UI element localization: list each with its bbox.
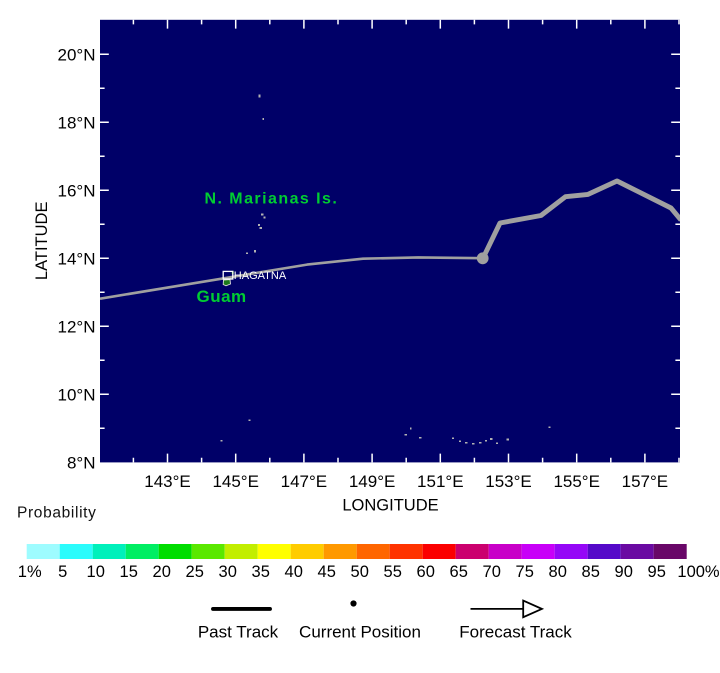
svg-text:151°E: 151°E (417, 472, 464, 491)
svg-text:Guam: Guam (197, 287, 247, 306)
svg-text:18°N: 18°N (58, 113, 96, 132)
svg-text:40: 40 (285, 563, 303, 581)
svg-text:157°E: 157°E (622, 472, 669, 491)
svg-text:95: 95 (648, 563, 666, 581)
svg-text:85: 85 (582, 563, 600, 581)
svg-text:75: 75 (516, 563, 534, 581)
svg-text:Past Track: Past Track (198, 623, 279, 642)
svg-text:10: 10 (87, 563, 105, 581)
svg-text:55: 55 (384, 563, 402, 581)
svg-text:147°E: 147°E (281, 472, 328, 491)
svg-text:15: 15 (120, 563, 138, 581)
svg-text:65: 65 (450, 563, 468, 581)
svg-text:143°E: 143°E (144, 472, 191, 491)
svg-text:50: 50 (351, 563, 369, 581)
svg-text:16°N: 16°N (58, 181, 96, 200)
svg-text:155°E: 155°E (553, 472, 600, 491)
svg-text:153°E: 153°E (485, 472, 532, 491)
svg-text:60: 60 (417, 563, 435, 581)
svg-text:100%: 100% (677, 563, 720, 581)
svg-text:45: 45 (318, 563, 336, 581)
svg-text:149°E: 149°E (349, 472, 396, 491)
svg-text:145°E: 145°E (212, 472, 259, 491)
svg-text:8°N: 8°N (67, 453, 96, 472)
svg-text:14°N: 14°N (58, 249, 96, 268)
svg-text:20°N: 20°N (58, 45, 96, 64)
svg-text:70: 70 (483, 563, 501, 581)
svg-text:10°N: 10°N (58, 385, 96, 404)
svg-text:N. Marianas Is.: N. Marianas Is. (205, 190, 339, 207)
svg-text:20: 20 (153, 563, 171, 581)
svg-text:90: 90 (615, 563, 633, 581)
svg-text:5: 5 (58, 563, 67, 581)
svg-text:Probability: Probability (17, 505, 97, 522)
svg-text:80: 80 (549, 563, 567, 581)
svg-text:1%: 1% (18, 563, 42, 581)
svg-text:30: 30 (219, 563, 237, 581)
svg-text:35: 35 (252, 563, 270, 581)
svg-text:LATITUDE: LATITUDE (33, 202, 51, 281)
svg-text:Forecast Track: Forecast Track (459, 623, 572, 642)
svg-text:LONGITUDE: LONGITUDE (342, 497, 438, 515)
svg-text:12°N: 12°N (58, 317, 96, 336)
svg-text:HAGATNA: HAGATNA (234, 270, 287, 282)
svg-text:Current Position: Current Position (299, 623, 421, 642)
svg-text:25: 25 (186, 563, 204, 581)
